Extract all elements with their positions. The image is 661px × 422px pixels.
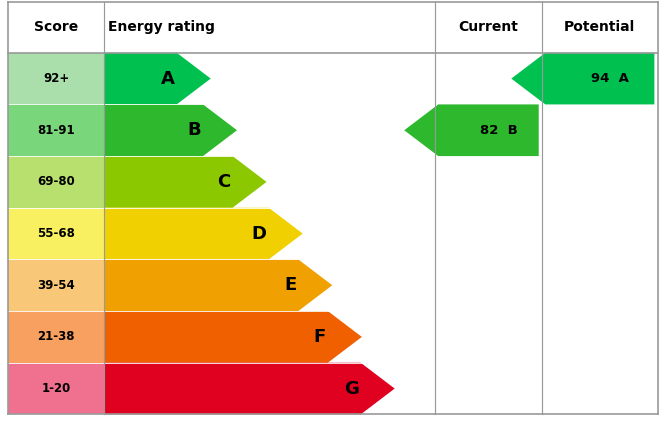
Polygon shape bbox=[512, 53, 654, 104]
Text: 94  A: 94 A bbox=[591, 72, 629, 85]
Text: G: G bbox=[344, 379, 359, 398]
Text: Current: Current bbox=[459, 20, 518, 35]
Text: 92+: 92+ bbox=[43, 72, 69, 85]
Bar bbox=[8, 208, 104, 260]
Text: B: B bbox=[187, 121, 201, 139]
Text: D: D bbox=[252, 225, 266, 243]
Bar bbox=[8, 156, 104, 208]
Text: A: A bbox=[161, 70, 175, 88]
Text: Potential: Potential bbox=[564, 20, 635, 35]
Text: 81-91: 81-91 bbox=[38, 124, 75, 137]
Text: 1-20: 1-20 bbox=[42, 382, 71, 395]
Bar bbox=[8, 363, 104, 414]
Polygon shape bbox=[104, 311, 362, 363]
Text: 55-68: 55-68 bbox=[37, 227, 75, 240]
Bar bbox=[8, 104, 104, 156]
Text: Score: Score bbox=[34, 20, 78, 35]
Text: 21-38: 21-38 bbox=[38, 330, 75, 344]
Bar bbox=[8, 53, 104, 104]
Text: C: C bbox=[217, 173, 231, 191]
Text: E: E bbox=[284, 276, 296, 294]
Bar bbox=[8, 311, 104, 363]
Polygon shape bbox=[405, 104, 539, 156]
Polygon shape bbox=[104, 53, 211, 104]
Polygon shape bbox=[104, 208, 303, 260]
Text: 39-54: 39-54 bbox=[37, 279, 75, 292]
Polygon shape bbox=[104, 363, 395, 414]
Polygon shape bbox=[104, 156, 266, 208]
Text: 69-80: 69-80 bbox=[37, 176, 75, 188]
Bar bbox=[8, 260, 104, 311]
Text: Energy rating: Energy rating bbox=[108, 20, 215, 35]
Text: F: F bbox=[313, 328, 326, 346]
Text: 82  B: 82 B bbox=[480, 124, 518, 137]
Polygon shape bbox=[104, 104, 237, 156]
Polygon shape bbox=[104, 260, 332, 311]
